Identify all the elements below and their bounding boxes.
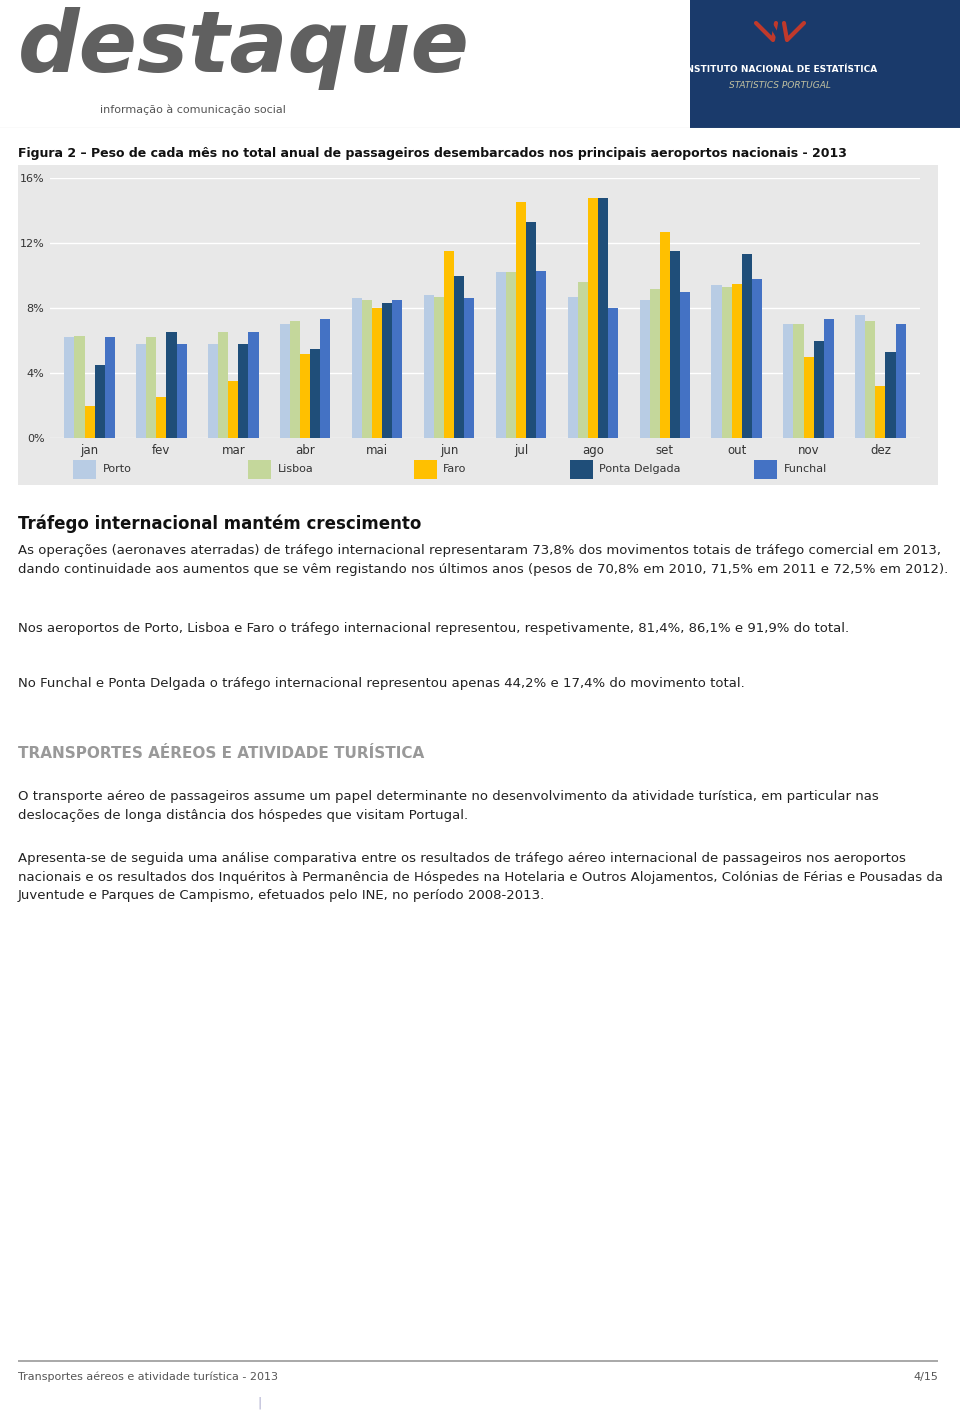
Bar <box>608 309 618 438</box>
Text: 4/15: 4/15 <box>913 1372 938 1382</box>
Bar <box>464 299 474 438</box>
Bar <box>382 303 393 438</box>
Text: Tráfego internacional mantém crescimento: Tráfego internacional mantém crescimento <box>18 515 421 534</box>
Text: STATISTICS PORTUGAL: STATISTICS PORTUGAL <box>729 82 831 91</box>
Text: destaque: destaque <box>18 7 469 89</box>
Text: |: | <box>257 1396 261 1409</box>
Bar <box>722 287 732 438</box>
Bar <box>865 321 876 438</box>
FancyBboxPatch shape <box>0 159 956 491</box>
Text: No Funchal e Ponta Delgada o tráfego internacional representou apenas 44,2% e 17: No Funchal e Ponta Delgada o tráfego int… <box>18 677 745 690</box>
Bar <box>95 365 105 438</box>
Text: informação à comunicação social: informação à comunicação social <box>100 105 286 115</box>
Text: Funchal: Funchal <box>783 464 827 474</box>
Bar <box>804 357 813 438</box>
Bar <box>855 314 865 438</box>
Text: As operações (aeronaves aterradas) de tráfego internacional representaram 73,8% : As operações (aeronaves aterradas) de tr… <box>18 544 948 575</box>
Bar <box>321 320 330 438</box>
Bar <box>362 300 372 438</box>
Bar <box>177 344 186 438</box>
Bar <box>516 202 526 438</box>
Bar <box>813 340 824 438</box>
Bar <box>567 296 578 438</box>
Bar <box>105 337 114 438</box>
Bar <box>588 197 598 438</box>
Bar <box>208 344 218 438</box>
Bar <box>280 324 290 438</box>
Bar <box>156 398 166 438</box>
Bar <box>660 232 670 438</box>
Bar <box>598 197 608 438</box>
Bar <box>896 324 905 438</box>
Text: Ponta Delgada: Ponta Delgada <box>599 464 681 474</box>
Bar <box>690 0 960 127</box>
Bar <box>495 272 506 438</box>
Bar <box>732 283 742 438</box>
Bar <box>670 251 680 438</box>
Bar <box>711 285 722 438</box>
Bar <box>578 282 588 438</box>
Bar <box>290 321 300 438</box>
Text: INSTITUTO NACIONAL DE ESTATÍSTICA: INSTITUTO NACIONAL DE ESTATÍSTICA <box>683 65 877 75</box>
Text: O transporte aéreo de passageiros assume um papel determinante no desenvolviment: O transporte aéreo de passageiros assume… <box>18 790 878 821</box>
Bar <box>526 222 536 438</box>
Bar <box>506 272 516 438</box>
Bar <box>75 336 84 438</box>
Bar <box>570 460 593 479</box>
Bar <box>238 344 249 438</box>
Bar <box>393 300 402 438</box>
Text: Porto: Porto <box>103 464 132 474</box>
Bar <box>434 296 444 438</box>
Bar <box>680 292 690 438</box>
Bar <box>372 309 382 438</box>
Text: Serviço de Comunicação e Imagem - Tel: +351 21.842.61.00 - sci@ine.pt: Serviço de Comunicação e Imagem - Tel: +… <box>392 1398 799 1408</box>
Bar <box>228 381 238 438</box>
Bar <box>64 337 75 438</box>
Bar <box>414 460 437 479</box>
Text: Lisboa: Lisboa <box>277 464 313 474</box>
Bar <box>73 460 96 479</box>
Bar <box>824 320 833 438</box>
Text: www.ine.pt: www.ine.pt <box>133 1396 212 1409</box>
Bar <box>84 405 95 438</box>
Text: TRANSPORTES AÉREOS E ATIVIDADE TURÍSTICA: TRANSPORTES AÉREOS E ATIVIDADE TURÍSTICA <box>18 746 424 762</box>
Bar <box>352 299 362 438</box>
Bar <box>136 344 146 438</box>
Bar <box>249 333 258 438</box>
Text: Transportes aéreos e atividade turística - 2013: Transportes aéreos e atividade turística… <box>18 1372 278 1382</box>
Bar <box>310 348 321 438</box>
Text: Nos aeroportos de Porto, Lisboa e Faro o tráfego internacional representou, resp: Nos aeroportos de Porto, Lisboa e Faro o… <box>18 622 850 634</box>
Bar <box>885 351 896 438</box>
Bar <box>742 255 752 438</box>
Bar <box>424 295 434 438</box>
Bar <box>876 387 885 438</box>
Bar <box>248 460 271 479</box>
Bar <box>752 279 762 438</box>
Bar <box>218 333 228 438</box>
Bar <box>639 300 650 438</box>
Bar <box>920 0 960 127</box>
Bar <box>754 460 777 479</box>
Bar <box>444 251 454 438</box>
Bar <box>146 337 156 438</box>
Text: Faro: Faro <box>444 464 467 474</box>
Bar <box>536 270 546 438</box>
Bar <box>650 289 660 438</box>
Text: Figura 2 – Peso de cada mês no total anual de passageiros desembarcados nos prin: Figura 2 – Peso de cada mês no total anu… <box>18 146 847 160</box>
Bar <box>454 276 464 438</box>
Bar <box>783 324 794 438</box>
Bar <box>794 324 804 438</box>
Bar <box>166 333 177 438</box>
Text: Apresenta-se de seguida uma análise comparativa entre os resultados de tráfego a: Apresenta-se de seguida uma análise comp… <box>18 852 943 902</box>
Bar <box>300 354 310 438</box>
